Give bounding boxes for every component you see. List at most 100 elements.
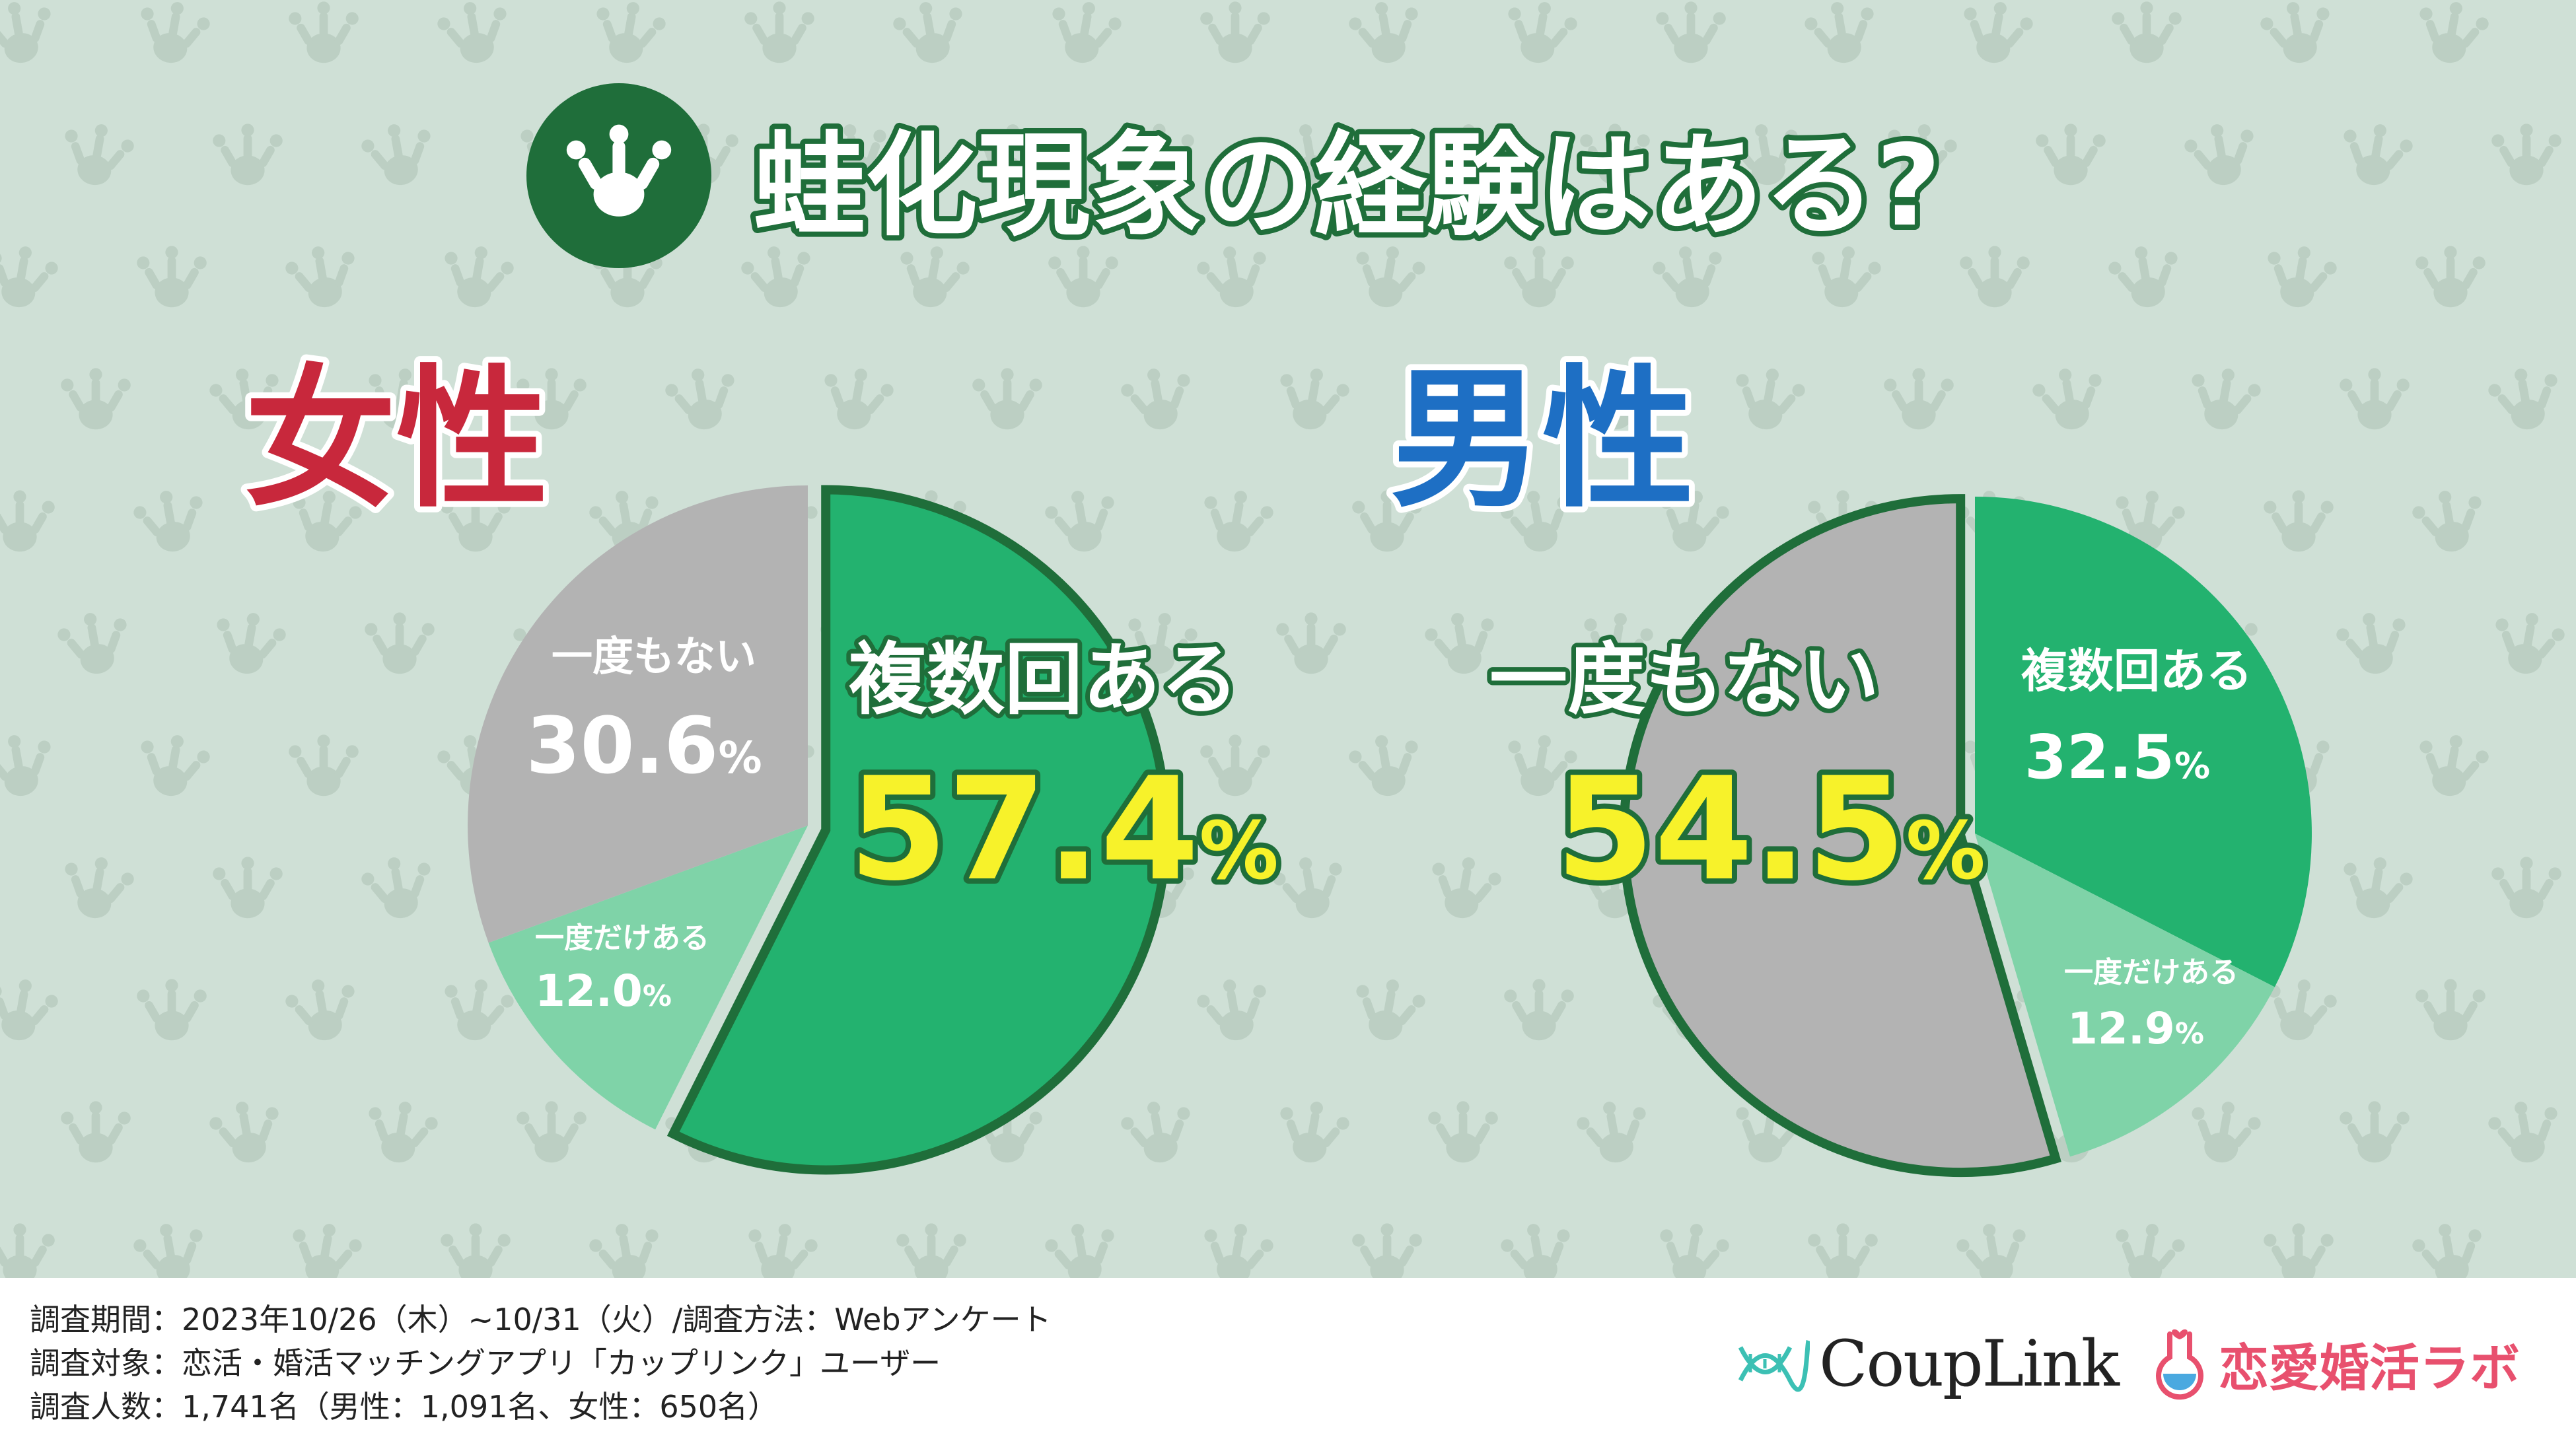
female-unit-multiple: %: [1199, 806, 1278, 898]
male-slice-multiple: [1975, 497, 2312, 987]
female-chart-title: 女性: [244, 352, 548, 528]
frog-foot-pattern-mark: [437, 973, 517, 1046]
frog-foot-pattern-mark: [816, 363, 896, 435]
frog-foot-pattern-mark: [2412, 729, 2491, 802]
frog-foot-pattern-mark: [2260, 240, 2340, 313]
frog-foot-pattern-mark: [0, 490, 55, 552]
frog-foot-pattern-mark: [1196, 485, 1276, 557]
frog-foot-pattern-mark: [437, 240, 517, 313]
frog-foot-pattern-mark: [435, 0, 515, 69]
frog-foot-pattern-mark: [1504, 246, 1574, 308]
frog-foot-pattern-mark: [2340, 368, 2410, 430]
frog-foot-pattern-mark: [133, 729, 213, 802]
female-value-once-group: 12.0%: [535, 966, 672, 1016]
frog-foot-pattern-mark: [1272, 363, 1352, 435]
male-chart-title: 男性: [1390, 352, 1694, 528]
frog-foot-pattern-mark: [1200, 734, 1270, 796]
frog-foot-pattern-mark: [1042, 485, 1122, 557]
frog-foot-pattern-mark: [2415, 246, 2486, 308]
frog-foot-pattern-mark: [1884, 368, 1954, 430]
frog-foot-pattern-mark: [1802, 0, 1882, 69]
survey-count: 調査人数：1,741名（男性：1,091名、女性：650名）: [30, 1389, 779, 1425]
survey-target: 調査対象：恋活・婚活マッチングアプリ「カップリンク」ユーザー: [30, 1345, 941, 1381]
page-title: 蛙化現象の経験はある?: [753, 121, 1941, 252]
male-unit-once: %: [2175, 1017, 2204, 1051]
female-slice-once: [488, 826, 808, 1130]
frog-foot-pattern-mark: [1048, 246, 1118, 308]
dna-icon: [1738, 1340, 1810, 1392]
frog-foot-pattern-mark: [209, 607, 289, 680]
female-unit-once: %: [643, 979, 672, 1013]
frog-foot-pattern-mark: [2491, 857, 2561, 919]
frog-foot-pattern-mark: [1808, 1223, 1878, 1285]
frog-foot-pattern-mark: [744, 1, 814, 63]
female-value-multiple-group: 57.4%: [849, 746, 1279, 912]
female-pie-chart: 複数回ある 57.4% 一度もない 30.6% 一度だけある 12.0%: [468, 485, 1284, 1175]
survey-period: 調査期間：2023年10/26（木）~10/31（火）/調査方法：Webアンケー…: [30, 1302, 1052, 1337]
female-unit-never: %: [719, 732, 762, 783]
frog-foot-pattern-mark: [1348, 973, 1428, 1046]
frog-foot-pattern-mark: [441, 1223, 511, 1285]
survey-info: 調査期間：2023年10/26（木）~10/31（火）/調査方法：Webアンケー…: [30, 1298, 1052, 1429]
female-slice-multiple: [666, 485, 1171, 1175]
male-value-once: 12.9: [2067, 1003, 2175, 1054]
frog-foot-pattern-mark: [896, 1223, 966, 1285]
female-slice-never: [468, 485, 808, 943]
frog-foot-pattern-mark: [207, 1096, 287, 1168]
female-value-never-group: 30.6%: [526, 700, 762, 791]
female-label-once: 一度だけある: [535, 921, 709, 955]
frog-foot-pattern-mark: [2486, 363, 2565, 435]
frog-foot-pattern-mark: [1194, 973, 1274, 1046]
male-pie-chart: 一度もない 54.5% 複数回ある 32.5% 一度だけある 12.9%: [1485, 494, 2312, 1178]
frog-foot-pattern-mark: [1346, 729, 1426, 802]
frog-foot-pattern-mark: [365, 612, 435, 674]
male-label-once: 一度だけある: [2064, 956, 2238, 989]
frog-foot-pattern-mark: [1272, 1096, 1352, 1168]
frog-foot-pattern-mark: [1276, 612, 1346, 674]
frog-foot-pattern-mark: [2184, 1096, 2264, 1168]
frog-foot-pattern-mark: [1960, 246, 2030, 308]
male-unit-multiple: %: [2174, 745, 2210, 787]
female-label-never: 一度もない: [552, 632, 756, 680]
male-value-once-group: 12.9%: [2067, 1003, 2204, 1054]
frog-foot-pattern-mark: [2410, 485, 2489, 557]
frog-foot-pattern-mark: [0, 973, 61, 1046]
frog-foot-pattern-mark: [57, 118, 137, 191]
male-unit-never: %: [1906, 806, 1985, 898]
frog-foot-pattern-mark: [1044, 0, 1124, 69]
frog-foot-pattern-mark: [283, 973, 363, 1046]
frog-foot-pattern-mark: [1424, 851, 1504, 924]
frog-foot-pattern-mark: [1428, 1101, 1498, 1163]
frog-foot-pattern-mark: [1728, 363, 1808, 435]
frog-foot-pattern-mark: [1656, 1, 1726, 63]
frog-foot-pattern-mark: [61, 1101, 131, 1163]
frog-foot-pattern-mark: [972, 368, 1042, 430]
frog-foot-pattern-mark: [1956, 0, 2036, 69]
frog-foot-pattern-mark: [1352, 1223, 1422, 1285]
frog-foot-pattern-mark: [0, 240, 61, 313]
female-label-multiple: 複数回ある: [849, 634, 1238, 725]
frog-foot-pattern-mark: [61, 368, 131, 430]
male-slice-never: [1619, 494, 2061, 1178]
flask-icon: [2156, 1329, 2203, 1400]
frog-foot-pattern-mark: [133, 0, 213, 69]
male-value-never-group: 54.5%: [1556, 746, 1986, 912]
frog-foot-pattern-mark: [2264, 490, 2334, 552]
male-label-multiple: 複数回ある: [2021, 644, 2252, 698]
male-slice-once: [1975, 833, 2275, 1157]
frog-foot-pattern-mark: [213, 857, 283, 919]
frog-foot-pattern-mark: [137, 246, 207, 308]
frog-foot-pattern-mark: [2487, 607, 2567, 680]
frog-foot-pattern-mark: [1118, 1096, 1198, 1168]
female-value-once: 12.0: [535, 966, 643, 1016]
lab-logo-text: 恋愛婚活ラボ: [2219, 1339, 2520, 1397]
frog-foot-pattern-mark: [55, 607, 135, 680]
frog-foot-pattern-mark: [2036, 124, 2106, 186]
frog-foot-pattern-mark: [2184, 363, 2264, 435]
male-value-never: 54.5: [1556, 746, 1906, 912]
lab-logo: 恋愛婚活ラボ: [2150, 1327, 2520, 1400]
frog-foot-pattern-mark: [0, 729, 59, 802]
couplink-logo: CoupLink: [1737, 1327, 2120, 1401]
frog-foot-pattern-mark: [2258, 0, 2338, 69]
frog-foot-pattern-mark: [517, 1101, 587, 1163]
